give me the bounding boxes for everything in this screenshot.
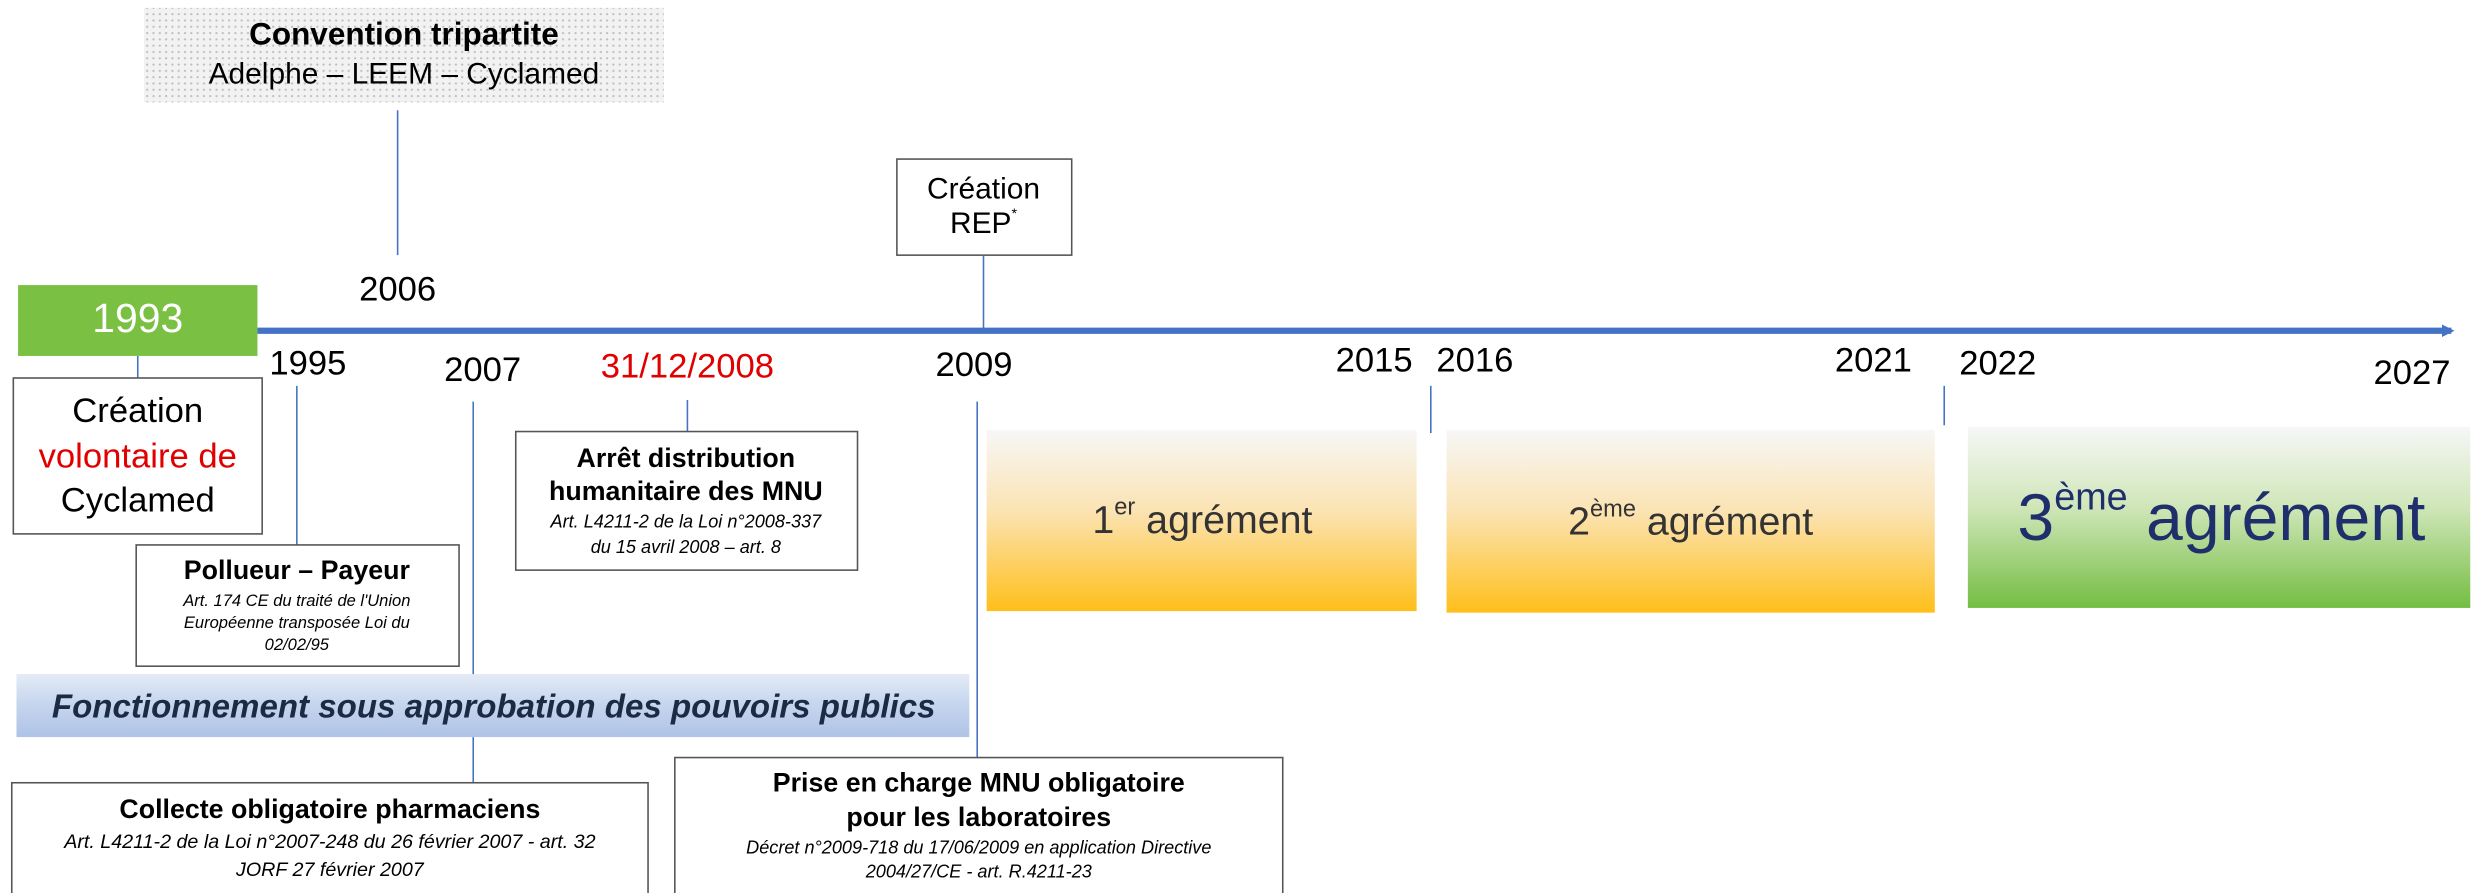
agrement-label: agrément (1636, 500, 1813, 544)
banner-text: Fonctionnement sous approbation des pouv… (52, 688, 936, 725)
year-label: 2015 (1336, 341, 1413, 379)
year-label: 2022 (1959, 345, 2036, 383)
event-title: Pollueur – Payeur (184, 555, 411, 585)
agrement-box (1967, 426, 2471, 608)
event-title: Arrêt distribution (577, 443, 796, 473)
agrement-text: 1er agrément (1092, 495, 1312, 542)
agrement-box (1446, 429, 1935, 613)
agrement-suffix: er (1114, 495, 1135, 521)
year-box (18, 285, 258, 356)
event-text: Création (72, 392, 203, 430)
event-title: Collecte obligatoire pharmaciens (119, 794, 540, 824)
agrement-suffix: ème (1590, 497, 1636, 523)
event-text: Création (927, 172, 1040, 205)
agrement-suffix: ème (2054, 476, 2128, 518)
agrement-number: 2 (1568, 500, 1590, 544)
event-box (12, 377, 263, 535)
agrement-text: 2ème agrément (1568, 497, 1813, 544)
event-text: JORF 27 février 2007 (235, 859, 425, 881)
event-box (135, 544, 460, 667)
event-text: 2004/27/CE - art. R.4211-23 (865, 861, 1092, 881)
year-label: 2009 (936, 346, 1013, 384)
event-title: humanitaire des MNU (549, 476, 823, 506)
agrement-number: 3 (2017, 481, 2054, 555)
year-label: 2007 (444, 351, 521, 389)
convention-title: Convention tripartite (249, 16, 559, 52)
event-box (10, 781, 649, 893)
agrement-text: 3ème agrément (2017, 476, 2425, 555)
agrement-label: agrément (2128, 481, 2426, 555)
event-title: pour les laboratoires (846, 802, 1111, 832)
footnote-mark: * (1011, 206, 1017, 222)
year-label: 2016 (1436, 341, 1513, 379)
year-label: 2006 (359, 271, 436, 309)
event-title: Prise en charge MNU obligatoire (773, 767, 1185, 797)
event-text: du 15 avril 2008 – art. 8 (591, 537, 781, 557)
year-label: 1995 (269, 345, 346, 383)
agrement-box (986, 429, 1417, 612)
year-label: 1993 (92, 295, 183, 341)
event-text: Art. L4211-2 de la Loi n°2007-248 du 26 … (63, 831, 595, 853)
convention-subtitle: Adelphe – LEEM – Cyclamed (209, 58, 600, 91)
event-box (514, 430, 859, 571)
year-label: 31/12/2008 (601, 348, 774, 386)
event-text: REP (950, 207, 1012, 240)
convention-box (144, 7, 664, 103)
event-text: 02/02/95 (265, 635, 330, 654)
agrement-label: agrément (1135, 498, 1312, 542)
event-text: Cyclamed (61, 482, 215, 520)
agrement-number: 1 (1092, 498, 1114, 542)
event-text: Décret n°2009-718 du 17/06/2009 en appli… (746, 838, 1211, 858)
year-label: 2021 (1835, 341, 1912, 379)
event-text: Art. L4211-2 de la Loi n°2008-337 (549, 512, 822, 532)
event-text: REP* (950, 206, 1018, 240)
year-label: 2027 (2373, 354, 2450, 392)
event-box (674, 756, 1284, 893)
event-text: volontaire de (39, 437, 237, 475)
event-text: Européenne transposée Loi du (184, 613, 410, 632)
banner (16, 674, 970, 738)
event-text: Art. 174 CE du traité de l'Union (182, 591, 410, 610)
